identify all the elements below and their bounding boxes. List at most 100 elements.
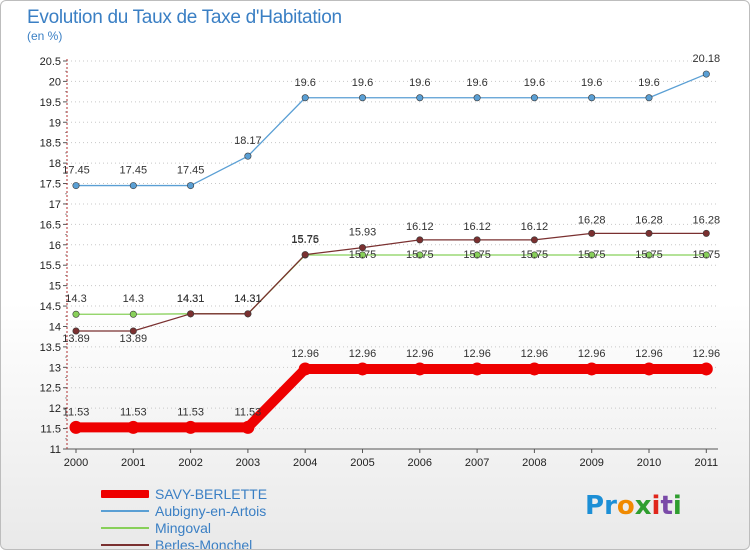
data-point	[702, 229, 710, 237]
legend-swatch	[101, 489, 149, 498]
data-point	[358, 251, 366, 259]
data-label: 14.31	[234, 293, 262, 305]
x-tick-label: 2002	[178, 457, 202, 469]
series-line-berles-monchel	[75, 232, 707, 332]
y-tick-label: 14	[49, 321, 61, 333]
logo-letter: x	[634, 491, 652, 521]
data-point	[244, 310, 252, 318]
data-label: 15.93	[349, 227, 377, 239]
data-label: 11.53	[235, 406, 262, 418]
data-point	[129, 327, 137, 335]
data-label: 15.76	[291, 234, 319, 246]
legend-label: SAVY-BERLETTE	[155, 485, 268, 502]
data-label: 19.6	[409, 77, 430, 89]
y-tick-label: 14.5	[40, 301, 61, 313]
y-tick-label: 20	[49, 76, 61, 88]
data-label: 17.45	[177, 165, 205, 177]
data-point	[301, 94, 309, 102]
logo-letter: r	[604, 491, 617, 521]
data-label: 12.96	[578, 348, 606, 360]
legend-item: SAVY-BERLETTE	[101, 485, 267, 502]
legend-label: Mingoval	[155, 519, 212, 536]
data-label: 11.53	[177, 406, 204, 418]
x-tick-label: 2004	[293, 457, 317, 469]
logo-letter: P	[585, 491, 605, 521]
proxiti-logo: Proxiti	[585, 491, 682, 521]
y-tick-label: 15.5	[40, 260, 61, 272]
series-line-aubigny-en-artois	[75, 73, 707, 187]
y-tick-label: 13	[49, 362, 61, 374]
data-point	[473, 94, 481, 102]
data-point	[645, 251, 653, 259]
data-point	[642, 362, 656, 376]
y-tick-label: 19	[49, 117, 61, 129]
data-label: 19.6	[352, 77, 373, 89]
data-label: 17.45	[62, 165, 90, 177]
series-line-savy-berlette	[71, 363, 712, 433]
data-label: 16.12	[406, 221, 434, 233]
y-tick-label: 19.5	[40, 97, 61, 109]
data-label: 12.96	[406, 348, 434, 360]
data-point	[585, 362, 599, 376]
data-label: 16.12	[463, 221, 491, 233]
x-tick-label: 2007	[465, 457, 489, 469]
data-label: 15.75	[406, 249, 434, 261]
data-point	[187, 310, 195, 318]
data-point	[126, 420, 140, 434]
data-label: 16.28	[578, 214, 606, 226]
data-point	[129, 310, 137, 318]
logo-letter: t	[660, 491, 673, 521]
data-point	[356, 362, 369, 376]
data-label: 15.75	[463, 249, 491, 261]
y-tick-label: 17	[49, 199, 61, 211]
logo-letter: o	[616, 491, 635, 521]
data-label: 19.6	[581, 77, 602, 89]
data-label: 12.96	[635, 348, 663, 360]
data-label: 14.3	[65, 293, 86, 305]
legend-label: Aubigny-en-Artois	[155, 502, 267, 519]
data-label: 19.6	[524, 77, 545, 89]
data-point	[69, 420, 83, 434]
legend-item: Berles-Monchel	[101, 536, 267, 549]
data-point	[241, 420, 255, 434]
data-label: 16.12	[521, 221, 549, 233]
x-tick-label: 2011	[694, 457, 718, 469]
data-point	[470, 362, 484, 376]
legend-item: Aubigny-en-Artois	[101, 502, 267, 519]
data-point	[473, 251, 481, 259]
chart-title: Evolution du Taux de Taxe d'Habitation	[27, 7, 342, 28]
data-label: 19.6	[466, 77, 487, 89]
y-tick-label: 18	[49, 158, 61, 170]
data-label: 15.75	[578, 249, 606, 261]
data-label: 15.75	[521, 249, 549, 261]
y-tick-label: 11.5	[40, 424, 61, 436]
data-point	[699, 362, 713, 376]
data-point	[298, 362, 312, 376]
data-point	[244, 152, 252, 160]
legend: SAVY-BERLETTE Aubigny-en-Artois Mingoval Be…	[101, 485, 267, 549]
y-tick-label: 12	[49, 403, 61, 415]
data-label: 17.45	[120, 165, 148, 177]
data-label: 15.75	[635, 249, 663, 261]
x-tick-label: 2001	[121, 457, 145, 469]
legend-swatch	[101, 509, 149, 512]
y-tick-label: 12.5	[40, 383, 61, 395]
data-point	[72, 182, 80, 190]
legend-item: Mingoval	[101, 519, 267, 536]
logo-letter: i	[651, 491, 661, 521]
x-tick-label: 2006	[408, 457, 432, 469]
data-label: 20.18	[693, 53, 721, 65]
x-tick-label: 2008	[522, 457, 546, 469]
data-label: 14.31	[177, 293, 205, 305]
y-tick-label: 16	[49, 240, 61, 252]
data-point	[413, 362, 427, 376]
data-point	[187, 182, 195, 190]
data-label: 12.96	[463, 348, 491, 360]
data-point	[301, 251, 309, 259]
chart-subtitle: (en %)	[27, 29, 63, 43]
data-label: 16.28	[693, 214, 721, 226]
data-point	[184, 420, 198, 434]
x-tick-label: 2010	[637, 457, 661, 469]
data-label: 12.96	[291, 348, 319, 360]
